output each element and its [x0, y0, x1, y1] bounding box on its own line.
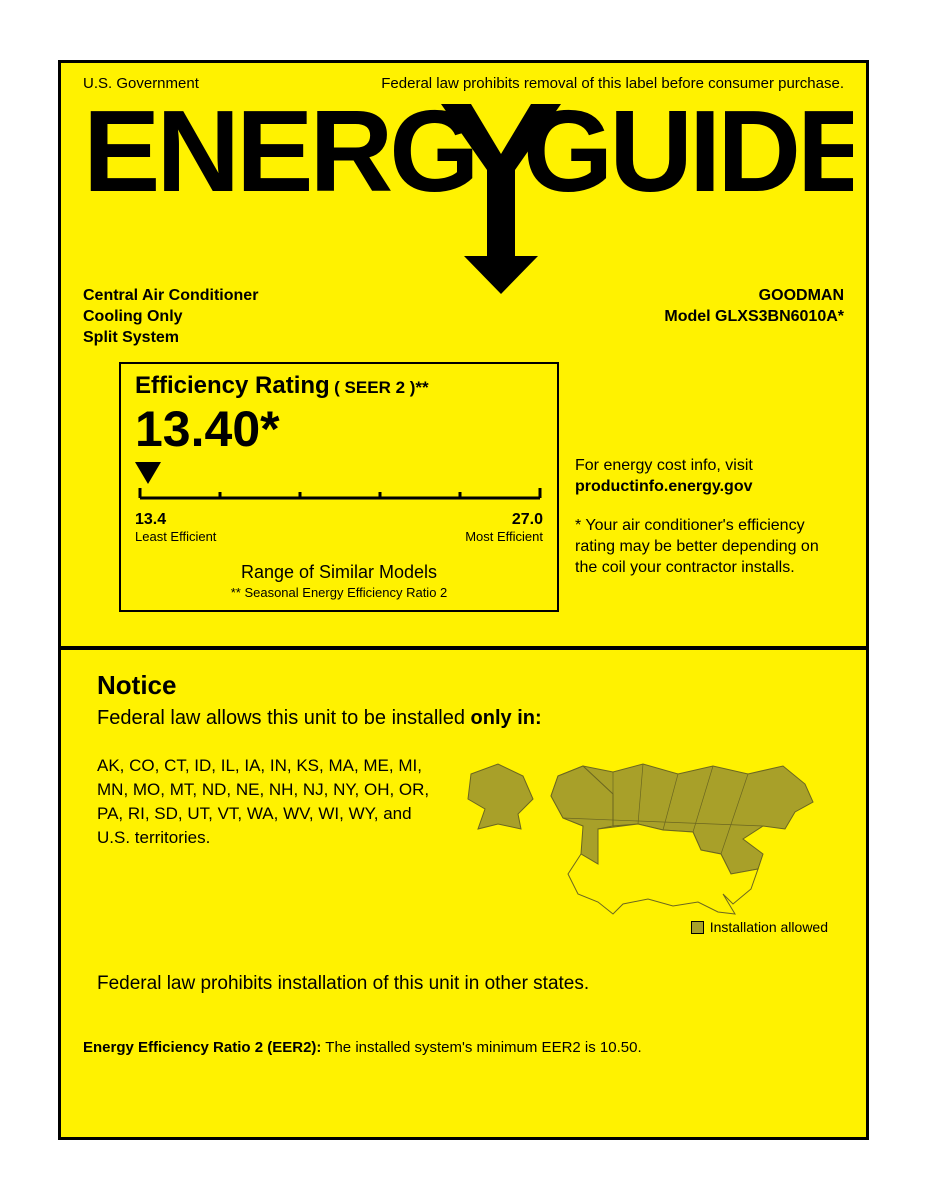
type-line2: Cooling Only	[83, 307, 258, 328]
notice-title: Notice	[97, 670, 838, 701]
least-efficient-label: Least Efficient	[135, 529, 216, 544]
efficiency-title: Efficiency Rating	[135, 372, 330, 399]
efficiency-subtitle: ( SEER 2 )**	[334, 378, 428, 397]
efficiency-scale: 13.4 27.0 Least Efficient Most Efficient	[135, 462, 543, 544]
scale-numbers: 13.4 27.0	[135, 511, 543, 529]
header-left: U.S. Government	[83, 75, 199, 92]
legend-text: Installation allowed	[710, 919, 828, 935]
scale-svg	[135, 462, 545, 504]
scale-labels: Least Efficient Most Efficient	[135, 529, 543, 544]
scale-max: 27.0	[512, 511, 543, 529]
svg-text:GUIDE: GUIDE	[523, 96, 853, 216]
asterisk-note: * Your air conditioner's efficiency rati…	[575, 516, 835, 578]
map-legend: Installation allowed	[691, 919, 828, 935]
eer-text: The installed system's minimum EER2 is 1…	[321, 1039, 641, 1056]
state-list: AK, CO, CT, ID, IL, IA, IN, KS, MA, ME, …	[97, 754, 437, 929]
info-line1: For energy cost info, visit	[575, 456, 835, 477]
lower-section: Notice Federal law allows this unit to b…	[61, 650, 866, 1005]
upper-section: U.S. Government Federal law prohibits re…	[61, 63, 866, 630]
svg-text:ENERG: ENERG	[83, 96, 476, 216]
us-map: Installation allowed	[463, 754, 838, 929]
energyguide-logo: ENERG GUIDE	[83, 96, 844, 216]
efficiency-title-row: Efficiency Rating ( SEER 2 )**	[135, 372, 543, 400]
header-row: U.S. Government Federal law prohibits re…	[83, 75, 844, 92]
legend-swatch-icon	[691, 921, 704, 934]
seer-note: ** Seasonal Energy Efficiency Ratio 2	[135, 585, 543, 600]
scale-min: 13.4	[135, 511, 166, 529]
range-label: Range of Similar Models	[135, 562, 543, 583]
most-efficient-label: Most Efficient	[465, 529, 543, 544]
efficiency-value: 13.40*	[135, 404, 543, 454]
header-right: Federal law prohibits removal of this la…	[381, 75, 844, 92]
eer-footer: Energy Efficiency Ratio 2 (EER2): The in…	[61, 1039, 866, 1070]
energy-guide-label: U.S. Government Federal law prohibits re…	[58, 60, 869, 1140]
notice-body: AK, CO, CT, ID, IL, IA, IN, KS, MA, ME, …	[97, 754, 838, 929]
eer-label: Energy Efficiency Ratio 2 (EER2):	[83, 1039, 321, 1056]
prohibit-text: Federal law prohibits installation of th…	[97, 973, 838, 995]
model: Model GLXS3BN6010A*	[664, 307, 844, 328]
efficiency-box: Efficiency Rating ( SEER 2 )** 13.40*	[119, 362, 559, 612]
mid-row: Efficiency Rating ( SEER 2 )** 13.40*	[83, 362, 844, 612]
notice-subtitle: Federal law allows this unit to be insta…	[97, 707, 838, 730]
type-line3: Split System	[83, 328, 258, 349]
side-notes: For energy cost info, visit productinfo.…	[575, 362, 835, 612]
info-link: productinfo.energy.gov	[575, 477, 835, 498]
